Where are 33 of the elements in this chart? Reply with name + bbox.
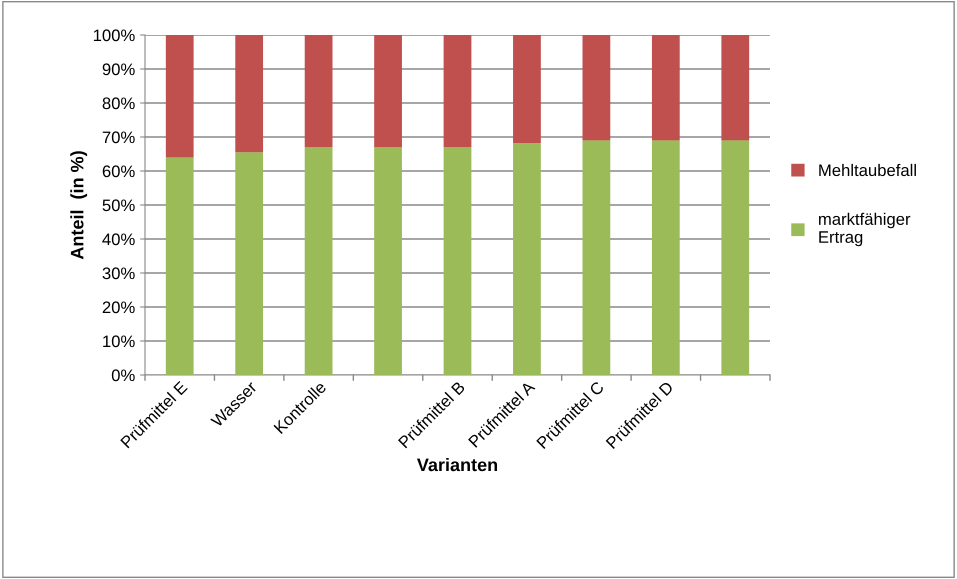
y-tick-label: 0% bbox=[112, 369, 135, 382]
legend-label: Mehltaubefall bbox=[819, 164, 916, 176]
y-tick-label: 100% bbox=[94, 29, 135, 42]
y-tick-label: 30% bbox=[102, 267, 135, 280]
bar bbox=[582, 140, 610, 375]
bar bbox=[374, 147, 402, 375]
bar bbox=[166, 157, 194, 375]
y-tick-label: 40% bbox=[102, 233, 135, 246]
y-tick-label: 80% bbox=[102, 97, 135, 110]
y-tick-label: 70% bbox=[102, 131, 135, 144]
bar bbox=[513, 143, 541, 375]
x-axis-title: Varianten bbox=[416, 458, 498, 472]
y-axis-title: Anteil (in %) bbox=[70, 151, 88, 260]
bar bbox=[721, 35, 750, 140]
bar bbox=[652, 35, 680, 140]
y-tick-label: 90% bbox=[102, 63, 135, 76]
bar bbox=[582, 35, 610, 140]
bar bbox=[235, 152, 264, 375]
bar bbox=[444, 35, 472, 148]
bar bbox=[304, 147, 332, 375]
bar bbox=[166, 35, 194, 158]
y-tick-label: 60% bbox=[102, 165, 135, 178]
bar bbox=[235, 35, 264, 152]
bar bbox=[374, 35, 402, 148]
bar bbox=[444, 147, 472, 375]
legend-label: marktfähiger Ertrag bbox=[819, 212, 910, 246]
bar bbox=[513, 35, 541, 144]
y-tick-label: 10% bbox=[103, 335, 135, 348]
bar bbox=[652, 140, 680, 375]
bar bbox=[721, 140, 750, 375]
y-tick-label: 20% bbox=[102, 301, 135, 314]
y-tick-label: 50% bbox=[102, 199, 135, 212]
bar bbox=[304, 35, 332, 148]
